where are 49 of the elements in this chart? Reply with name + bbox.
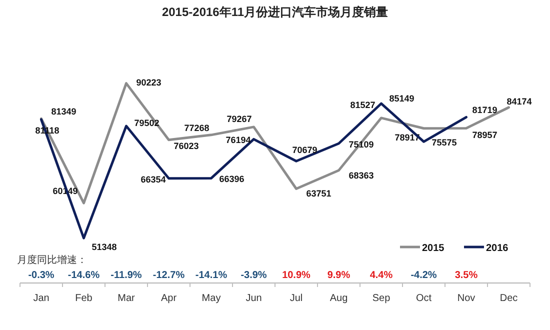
- data-label: 81719: [472, 105, 498, 116]
- x-tick-label: Sep: [372, 293, 390, 304]
- title: 2015-2016年11月份进口汽车市场月度销量: [162, 5, 388, 19]
- annotation: 10.9%: [282, 270, 310, 281]
- x-tick-label: Mar: [118, 293, 135, 304]
- data-label: 77268: [184, 122, 210, 133]
- annotation: 9.9%: [327, 270, 350, 281]
- annotation: 3.5%: [454, 270, 478, 281]
- legend-label: 2015: [422, 243, 445, 254]
- x-tick-label: Feb: [75, 293, 92, 304]
- data-label: 76194: [226, 135, 251, 146]
- annotation: -11.9%: [110, 270, 142, 281]
- data-label: 81527: [350, 100, 376, 110]
- data-label: 84174: [506, 96, 532, 106]
- data-label: 85149: [389, 94, 414, 104]
- data-label: 79267: [226, 114, 252, 124]
- x-tick-label: Aug: [330, 293, 348, 304]
- data-label: 79502: [134, 118, 160, 128]
- x-tick-label: Jul: [290, 293, 303, 304]
- annotation: -12.7%: [152, 270, 185, 281]
- data-label: 66354: [140, 174, 166, 184]
- data-label: 70679: [292, 145, 318, 156]
- x-tick-label: Apr: [160, 293, 177, 304]
- legend-item: 2016: [464, 243, 508, 254]
- legend-label: 2016: [486, 243, 509, 254]
- data-label: 75109: [348, 140, 374, 150]
- annotation: 月度同比增速：: [17, 255, 87, 266]
- x-tick-label: Dec: [500, 293, 518, 304]
- annotation: -14.1%: [195, 270, 228, 281]
- data-label: 68363: [348, 170, 374, 180]
- annotation: -14.6%: [68, 270, 100, 281]
- data-label: 63751: [306, 188, 332, 199]
- annotation: 4.4%: [370, 270, 393, 281]
- x-tick-label: Nov: [457, 293, 476, 304]
- annotation: -4.2%: [410, 270, 437, 281]
- x-tick-label: May: [202, 293, 221, 304]
- data-label: 51348: [92, 242, 117, 252]
- data-label: 76023: [174, 140, 199, 151]
- data-label: 81349: [51, 106, 76, 117]
- data-label: 90223: [136, 77, 162, 88]
- annotation: -0.3%: [28, 270, 54, 281]
- data-label: 75575: [432, 138, 457, 148]
- data-label: 78957: [472, 130, 498, 140]
- legend-item: 2015: [400, 243, 444, 254]
- x-tick-label: Jun: [246, 293, 262, 304]
- x-tick-label: Jan: [33, 293, 50, 304]
- x-tick-label: Oct: [416, 293, 432, 304]
- data-label: 66396: [219, 174, 244, 184]
- annotation: -3.9%: [240, 270, 267, 281]
